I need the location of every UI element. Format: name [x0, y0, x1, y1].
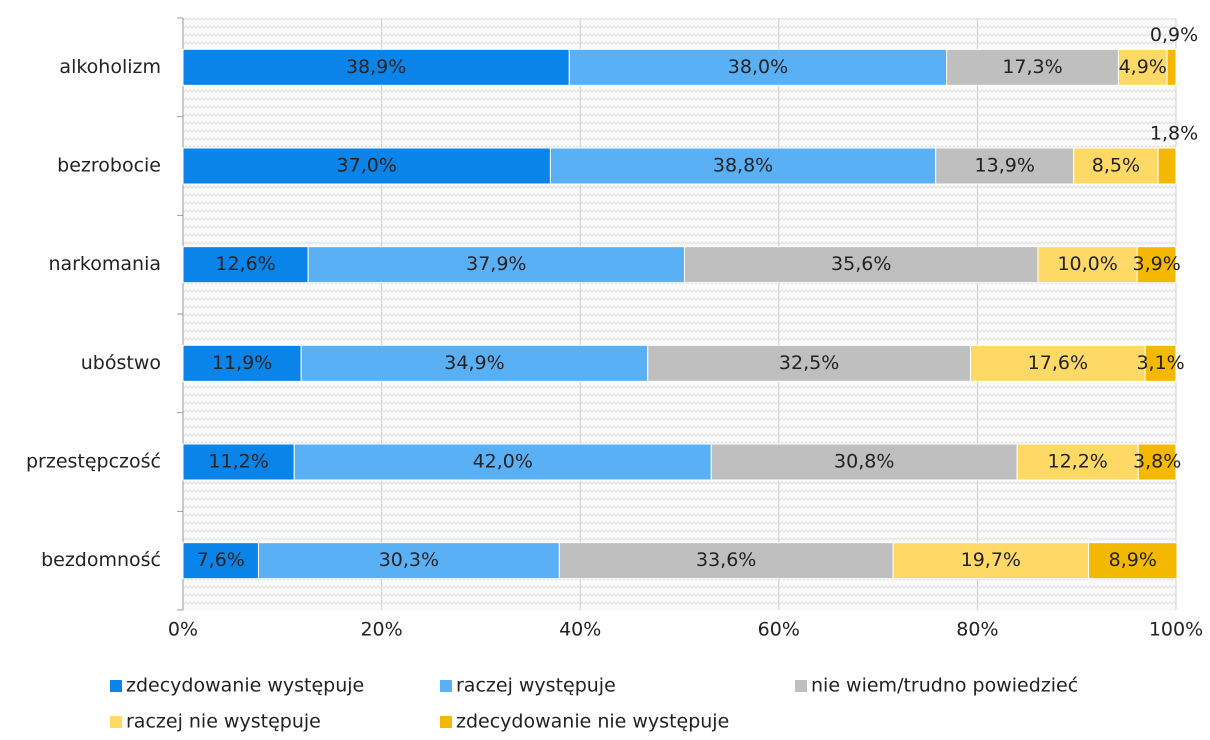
- plot-background: [183, 18, 1176, 610]
- data-label: 12,6%: [215, 253, 275, 275]
- data-label: 37,0%: [337, 155, 397, 177]
- bar-segment: [710, 443, 1018, 481]
- x-tick-label: 40%: [559, 619, 601, 641]
- data-label: 11,2%: [208, 451, 268, 473]
- bar-segment: [300, 344, 649, 382]
- bar-segment: [1037, 246, 1138, 284]
- data-label: 13,9%: [975, 155, 1035, 177]
- legend-swatch: [110, 680, 122, 692]
- bar-segment: [307, 246, 685, 284]
- legend-swatch: [440, 680, 452, 692]
- data-label: 19,7%: [961, 549, 1021, 571]
- y-tick-label: przestępczość: [26, 451, 161, 473]
- data-label: 30,3%: [379, 549, 439, 571]
- x-tick-label: 100%: [1149, 619, 1203, 641]
- bar-segment: [647, 344, 971, 382]
- bar-segment: [182, 542, 259, 580]
- data-label: 3,8%: [1133, 451, 1181, 473]
- y-tick-label: bezdomność: [41, 549, 161, 571]
- data-label: 12,2%: [1048, 451, 1108, 473]
- legend-swatch: [795, 680, 807, 692]
- data-label: 8,9%: [1109, 549, 1157, 571]
- data-label: 7,6%: [197, 549, 245, 571]
- data-label: 10,0%: [1057, 253, 1117, 275]
- bar-segment: [182, 344, 302, 382]
- bar-segment: [257, 542, 560, 580]
- bar-segment: [293, 443, 712, 481]
- data-label: 34,9%: [444, 352, 504, 374]
- legend-label: zdecydowanie nie występuje: [456, 711, 729, 733]
- legend-label: raczej występuje: [456, 675, 616, 697]
- data-label: 8,5%: [1092, 155, 1140, 177]
- bar-segment: [558, 542, 894, 580]
- y-tick-label: ubóstwo: [81, 352, 161, 374]
- bar-segment: [549, 147, 937, 185]
- data-label: 37,9%: [466, 253, 526, 275]
- data-label: 0,9%: [1150, 24, 1198, 46]
- legend-swatch: [110, 716, 122, 728]
- data-label: 42,0%: [473, 451, 533, 473]
- data-label: 3,9%: [1132, 253, 1180, 275]
- data-label: 4,9%: [1119, 56, 1167, 78]
- data-label: 35,6%: [831, 253, 891, 275]
- bar-segment: [935, 147, 1075, 185]
- x-tick-label: 20%: [360, 619, 402, 641]
- data-label: 33,6%: [696, 549, 756, 571]
- y-tick-label: narkomania: [48, 253, 161, 275]
- data-label: 11,9%: [212, 352, 272, 374]
- data-label: 32,5%: [779, 352, 839, 374]
- bar-segment: [1166, 48, 1177, 86]
- data-label: 1,8%: [1150, 123, 1198, 145]
- bar-segment: [683, 246, 1039, 284]
- bar-segment: [1157, 147, 1177, 185]
- data-label: 38,9%: [346, 56, 406, 78]
- data-label: 3,1%: [1136, 352, 1184, 374]
- bar-segment: [1144, 344, 1177, 382]
- bar-segment: [946, 48, 1119, 86]
- data-label: 17,3%: [1002, 56, 1062, 78]
- bar-segment: [969, 344, 1146, 382]
- bar-segment: [1137, 443, 1177, 481]
- x-tick-label: 80%: [956, 619, 998, 641]
- legend-label: zdecydowanie występuje: [126, 675, 364, 697]
- bar-segment: [1136, 246, 1177, 284]
- legend-label: raczej nie występuje: [126, 711, 321, 733]
- x-tick-label: 60%: [758, 619, 800, 641]
- bar-segment: [1088, 542, 1178, 580]
- legend-swatch: [440, 716, 452, 728]
- y-tick-label: bezrobocie: [57, 155, 161, 177]
- bar-segment: [1073, 147, 1159, 185]
- data-label: 30,8%: [834, 451, 894, 473]
- data-label: 38,0%: [728, 56, 788, 78]
- x-tick-label: 0%: [168, 619, 198, 641]
- data-label: 17,6%: [1028, 352, 1088, 374]
- data-label: 38,8%: [713, 155, 773, 177]
- legend-label: nie wiem/trudno powiedzieć: [811, 675, 1078, 697]
- y-tick-label: alkoholizm: [59, 56, 161, 78]
- bar-segment: [892, 542, 1090, 580]
